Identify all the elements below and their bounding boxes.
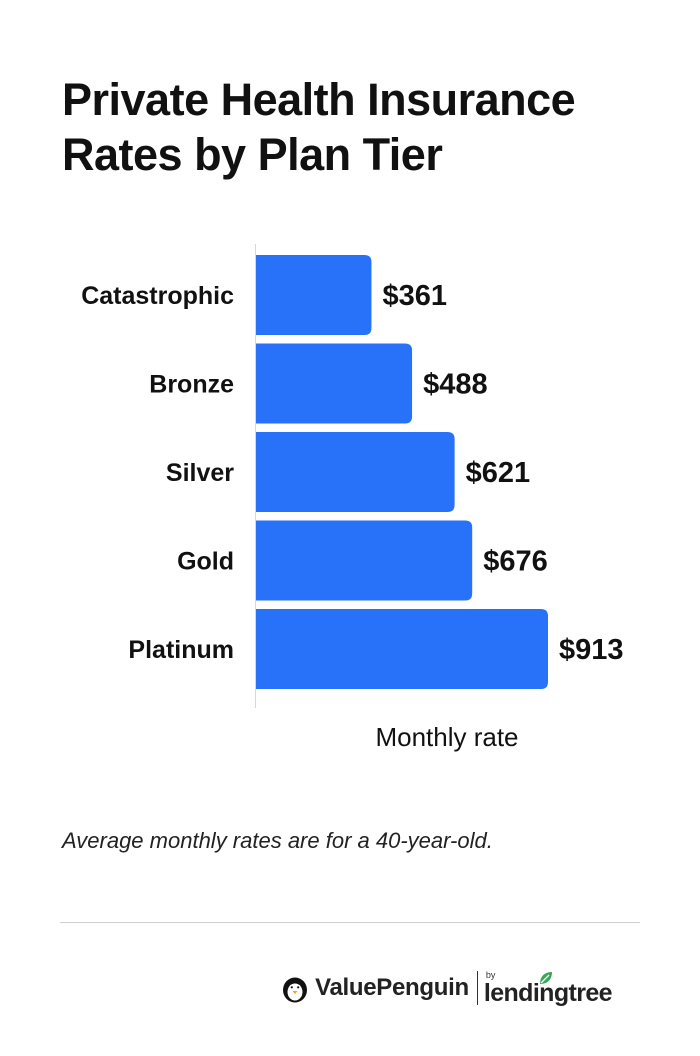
bar-platinum bbox=[256, 609, 548, 689]
category-label-platinum: Platinum bbox=[128, 636, 234, 664]
value-label-silver: $621 bbox=[466, 457, 531, 489]
bars-group: Catastrophic $361 Bronze $488 Silver $621 Gold… bbox=[81, 255, 624, 689]
by-label: by bbox=[485, 970, 496, 980]
category-label-silver: Silver bbox=[166, 459, 234, 487]
value-label-bronze: $488 bbox=[423, 369, 488, 401]
bar-gold bbox=[256, 520, 473, 601]
lendingtree-lockup: by lendingtree bbox=[483, 970, 613, 1007]
brand-separator bbox=[476, 971, 478, 1005]
footnote: Average monthly rates are for a 40-year-… bbox=[62, 828, 493, 853]
leaf-icon bbox=[540, 972, 552, 984]
category-label-gold: Gold bbox=[177, 548, 234, 576]
valuepenguin-wordmark: ValuePenguin bbox=[315, 974, 469, 1001]
x-axis-title: Monthly rate bbox=[375, 722, 518, 752]
bar-silver bbox=[256, 432, 455, 512]
brand-logo[interactable]: ValuePenguin by lendingtree bbox=[281, 966, 613, 1010]
divider bbox=[60, 922, 640, 923]
page-title: Private Health Insurance Rates by Plan T… bbox=[62, 74, 576, 180]
penguin-icon bbox=[283, 977, 308, 1003]
bar-chart: Catastrophic $361 Bronze $488 Silver $621 Gold… bbox=[81, 244, 624, 752]
lendingtree-wordmark: lendingtree bbox=[483, 979, 613, 1007]
bar-bronze bbox=[256, 343, 413, 424]
value-label-platinum: $913 bbox=[559, 634, 624, 666]
value-label-catastrophic: $361 bbox=[382, 280, 447, 312]
category-label-bronze: Bronze bbox=[149, 371, 234, 399]
category-label-catastrophic: Catastrophic bbox=[81, 282, 234, 310]
value-label-gold: $676 bbox=[483, 546, 548, 578]
bar-catastrophic bbox=[256, 255, 372, 335]
